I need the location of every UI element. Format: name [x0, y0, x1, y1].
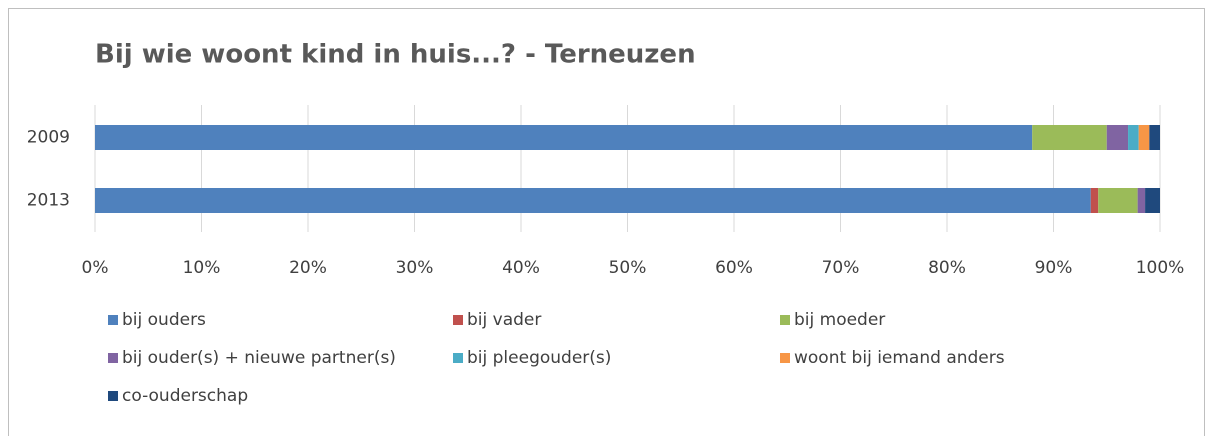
legend-label: bij vader — [467, 310, 541, 330]
x-tick-label: 90% — [1035, 258, 1073, 278]
bar-segment — [1138, 125, 1150, 150]
bar-segment — [95, 125, 1033, 150]
legend-label: woont bij iemand anders — [794, 348, 1005, 368]
x-tick-label: 30% — [396, 258, 434, 278]
x-tick-label: 50% — [609, 258, 647, 278]
legend-swatch — [108, 353, 118, 363]
legend-swatch — [780, 353, 790, 363]
legend-label: bij ouders — [122, 310, 206, 330]
x-tick-label: 40% — [502, 258, 540, 278]
x-tick-label: 0% — [82, 258, 109, 278]
bar-segment — [1032, 125, 1107, 150]
legend-swatch — [108, 391, 118, 401]
x-tick-label: 70% — [822, 258, 860, 278]
chart-title: Bij wie woont kind in huis...? - Terneuz… — [95, 40, 696, 70]
x-tick-label: 20% — [289, 258, 327, 278]
y-tick-label: 2009 — [27, 128, 70, 148]
bar-segment — [1098, 188, 1138, 213]
chart-frame — [8, 8, 1205, 436]
y-tick-label: 2013 — [27, 191, 70, 211]
x-tick-label: 80% — [928, 258, 966, 278]
legend-swatch — [108, 315, 118, 325]
bar-segment — [1090, 188, 1099, 213]
legend-label: bij ouder(s) + nieuwe partner(s) — [122, 348, 396, 368]
bar-segment — [1137, 188, 1146, 213]
bar-segment — [1145, 188, 1160, 213]
x-tick-label: 60% — [715, 258, 753, 278]
legend-label: bij pleegouder(s) — [467, 348, 611, 368]
bar-segment — [1128, 125, 1139, 150]
legend-label: co-ouderschap — [122, 386, 248, 406]
legend-swatch — [453, 353, 463, 363]
x-tick-label: 10% — [183, 258, 221, 278]
legend-label: bij moeder — [794, 310, 885, 330]
legend-swatch — [453, 315, 463, 325]
x-tick-label: 100% — [1136, 258, 1185, 278]
legend-swatch — [780, 315, 790, 325]
bar-segment — [1149, 125, 1160, 150]
bar-segment — [1106, 125, 1129, 150]
bar-segment — [95, 188, 1091, 213]
